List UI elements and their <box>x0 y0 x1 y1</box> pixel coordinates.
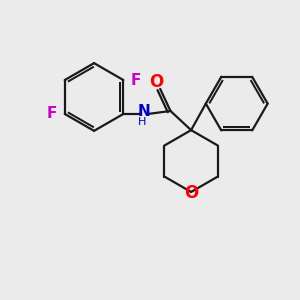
Text: F: F <box>131 73 141 88</box>
Text: F: F <box>47 106 57 122</box>
Text: O: O <box>149 74 164 92</box>
Text: H: H <box>137 117 146 127</box>
Text: O: O <box>184 184 198 202</box>
Text: N: N <box>138 104 150 119</box>
